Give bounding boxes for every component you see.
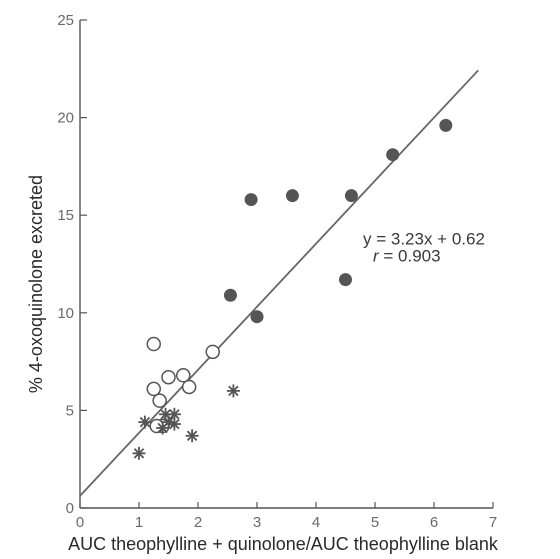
- x-tick-label: 3: [253, 514, 261, 531]
- regression-line-group: [79, 69, 479, 497]
- y-tick-label: 20: [57, 110, 74, 127]
- asterisk-point: [226, 384, 240, 398]
- x-tick-label: 2: [194, 514, 202, 531]
- x-tick-label: 6: [430, 514, 438, 531]
- correlation-value: = 0.903: [379, 247, 441, 266]
- x-tick-label: 4: [312, 514, 320, 531]
- open-circle-point: [205, 344, 220, 360]
- correlation-label: r = 0.903: [373, 247, 441, 266]
- open-circle-point: [146, 336, 161, 352]
- asterisk-point: [132, 446, 146, 460]
- x-tick-label: 7: [489, 514, 497, 531]
- x-tick-label: 0: [76, 514, 84, 531]
- asterisk-point: [185, 429, 199, 443]
- x-tick-label: 5: [371, 514, 379, 531]
- y-tick-label: 25: [57, 12, 74, 29]
- filled-circle-point: [386, 148, 400, 162]
- filled-circle-point: [285, 189, 299, 203]
- open-circle-point: [176, 368, 191, 383]
- x-axis-title: AUC theophylline + quinolone/AUC theophy…: [68, 534, 499, 554]
- y-axis-title: % 4-oxoquinolone excreted: [26, 175, 46, 393]
- regression-equation: y = 3.23x + 0.62: [363, 230, 485, 249]
- y-tick-label: 15: [57, 207, 74, 224]
- y-tick-label: 10: [57, 305, 74, 322]
- filled-circle-point: [339, 273, 352, 287]
- data-points: [132, 118, 453, 460]
- filled-circle-point: [250, 310, 264, 324]
- regression-line: [79, 69, 479, 497]
- y-tick-label: 5: [66, 402, 74, 419]
- correlation-symbol: r: [373, 247, 380, 266]
- open-circle-point: [181, 379, 197, 395]
- axes: [79, 20, 493, 509]
- filled-circle-point: [344, 189, 358, 203]
- x-tick-label: 1: [135, 514, 143, 531]
- filled-circle-point: [223, 288, 237, 302]
- ticks: 0 5 10 15 20 25 0 1 2 3 4 5 6 7: [57, 12, 497, 531]
- asterisk-point: [138, 415, 152, 429]
- filled-circle-point: [439, 118, 453, 132]
- open-circle-point: [152, 393, 167, 408]
- open-circle-point: [161, 369, 176, 385]
- filled-circle-point: [244, 193, 258, 207]
- asterisk-point: [167, 417, 181, 431]
- open-circle-point: [146, 381, 161, 397]
- y-tick-label: 0: [66, 500, 74, 517]
